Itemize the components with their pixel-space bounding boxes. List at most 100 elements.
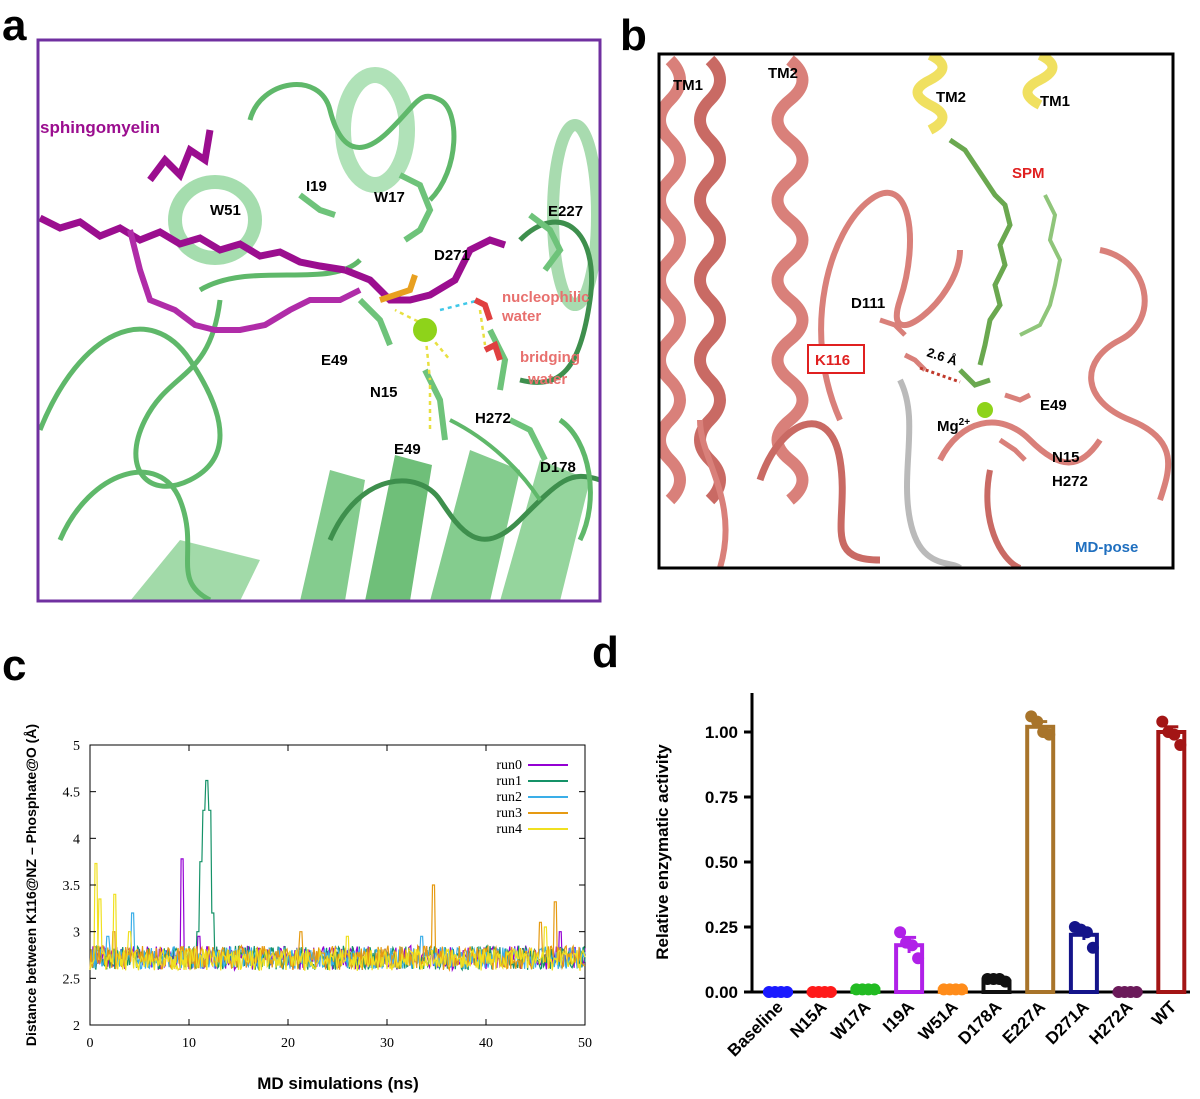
data-point-E227A [1043,728,1056,741]
x-tick-label: 0 [87,1036,94,1051]
chart-d-ticks: 0.00 0.25 0.50 0.75 1.00 [705,723,752,1002]
legend-label-run4: run4 [496,822,522,837]
chart-c-series-group [89,779,586,973]
x-tick-label-d-W51A: W51A [915,997,962,1044]
legend-label-run1: run1 [496,774,522,789]
panel-label-b: b [620,11,647,60]
label-I19: I19 [306,178,327,195]
panel-a-border [36,38,602,603]
label-D271: D271 [434,247,470,264]
y-tick-label: 2 [73,1019,80,1034]
y-tick-label-d: 0.00 [705,983,738,1002]
data-point-Baseline [781,986,793,998]
label-SPM: SPM [1012,165,1045,182]
x-tick-label: 50 [578,1036,592,1051]
label-K116: K116 [815,352,850,369]
y-axis-label-c: Distance between K116@NZ – Phosphate@O (… [23,724,39,1046]
data-point-WT [1168,728,1181,741]
label-water-2: water [527,371,567,388]
panel-label-c: c [2,641,26,690]
protein-cartoon-a [38,67,600,601]
x-tick-label-d-E227A: E227A [999,997,1049,1047]
y-tick-label: 5 [73,739,80,754]
label-N15: N15 [370,384,398,401]
data-point-I19A [906,939,919,952]
data-point-E227A [1031,715,1044,728]
label-W17: W17 [374,189,405,206]
x-tick-label: 10 [182,1036,196,1051]
x-tick-label: 40 [479,1036,493,1051]
K116-box [807,344,865,374]
label-TM2-right: TM2 [936,89,966,106]
y-tick-label: 4 [73,832,80,847]
y-tick-label: 2.5 [63,972,81,987]
label-H272: H272 [475,410,511,427]
bar-WT [1156,730,1187,994]
x-tick-label-d-WT: WT [1148,997,1181,1030]
label-Mg: Mg2+ [937,417,970,435]
y-tick-label-d: 0.75 [705,788,738,807]
label-TM1-right: TM1 [1040,93,1070,110]
data-point-WT [1156,715,1169,728]
panel-b-border [657,52,1175,570]
panel-label-d: d [592,628,619,677]
label-MD-pose: MD-pose [1075,539,1138,556]
data-point-D178A [999,975,1012,988]
panel-b-structure: TM1 TM2 TM2 TM1 SPM D111 K116 2.6 Å Mg2+… [657,52,1175,570]
x-tick-label: 30 [380,1036,394,1051]
label-N15-b: N15 [1052,449,1080,466]
label-nucleophilic: nucleophilic [502,289,590,306]
label-W51: W51 [210,202,241,219]
chart-c-ticks: 0 10 20 30 40 50 2 2.5 3 3.5 4 4.5 5 [63,739,593,1051]
x-tick-label: 20 [281,1036,295,1051]
data-point-D271A [1086,941,1099,954]
legend-label-run3: run3 [496,806,522,821]
y-tick-label-d: 1.00 [705,723,738,742]
x-tick-label-d-Baseline: Baseline [724,997,787,1060]
label-E49-bottom: E49 [394,441,421,458]
x-tick-label-d-H272A: H272A [1086,997,1137,1048]
x-axis-label-c: MD simulations (ns) [257,1074,419,1093]
data-point-I19A [912,952,925,965]
panel-a-structure: sphingomyelin I19 W17 W51 E227 D271 nucl… [36,38,602,603]
data-point-D271A [1080,926,1093,939]
label-D111: D111 [851,295,885,312]
x-tick-label-d-I19A: I19A [879,997,918,1036]
label-E49-b: E49 [1040,397,1067,414]
y-tick-label: 4.5 [63,786,81,801]
data-point-I19A [894,926,907,939]
legend-label-run0: run0 [496,758,522,773]
bar-E227A [1025,724,1056,994]
label-D178: D178 [540,459,576,476]
y-tick-label: 3 [73,926,80,941]
label-E227: E227 [548,203,583,220]
y-tick-label-d: 0.50 [705,853,738,872]
label-bridging: bridging [520,349,580,366]
data-point-W17A [868,983,881,996]
x-tick-label-d-D271A: D271A [1042,997,1093,1048]
series-line-run4 [89,862,586,972]
data-point-H272A [1130,986,1143,998]
label-TM2-left: TM2 [768,65,798,82]
label-sphingomyelin: sphingomyelin [40,118,160,137]
y-tick-label-d: 0.25 [705,918,738,937]
label-TM1-left: TM1 [673,77,703,94]
label-water-1: water [501,308,541,325]
data-point-N15A [824,986,837,998]
legend-label-run2: run2 [496,790,522,805]
y-axis-label-d: Relative enzymatic activity [653,744,672,960]
label-H272-b: H272 [1052,473,1088,490]
data-point-W51A [955,983,968,996]
series-line-run2 [89,912,586,970]
panel-label-a: a [2,1,27,50]
label-E49-top: E49 [321,352,348,369]
y-tick-label: 3.5 [63,879,81,894]
x-tick-label-d-W17A: W17A [827,997,874,1044]
data-point-WT [1174,739,1187,751]
x-tick-label-d-D178A: D178A [954,997,1005,1048]
